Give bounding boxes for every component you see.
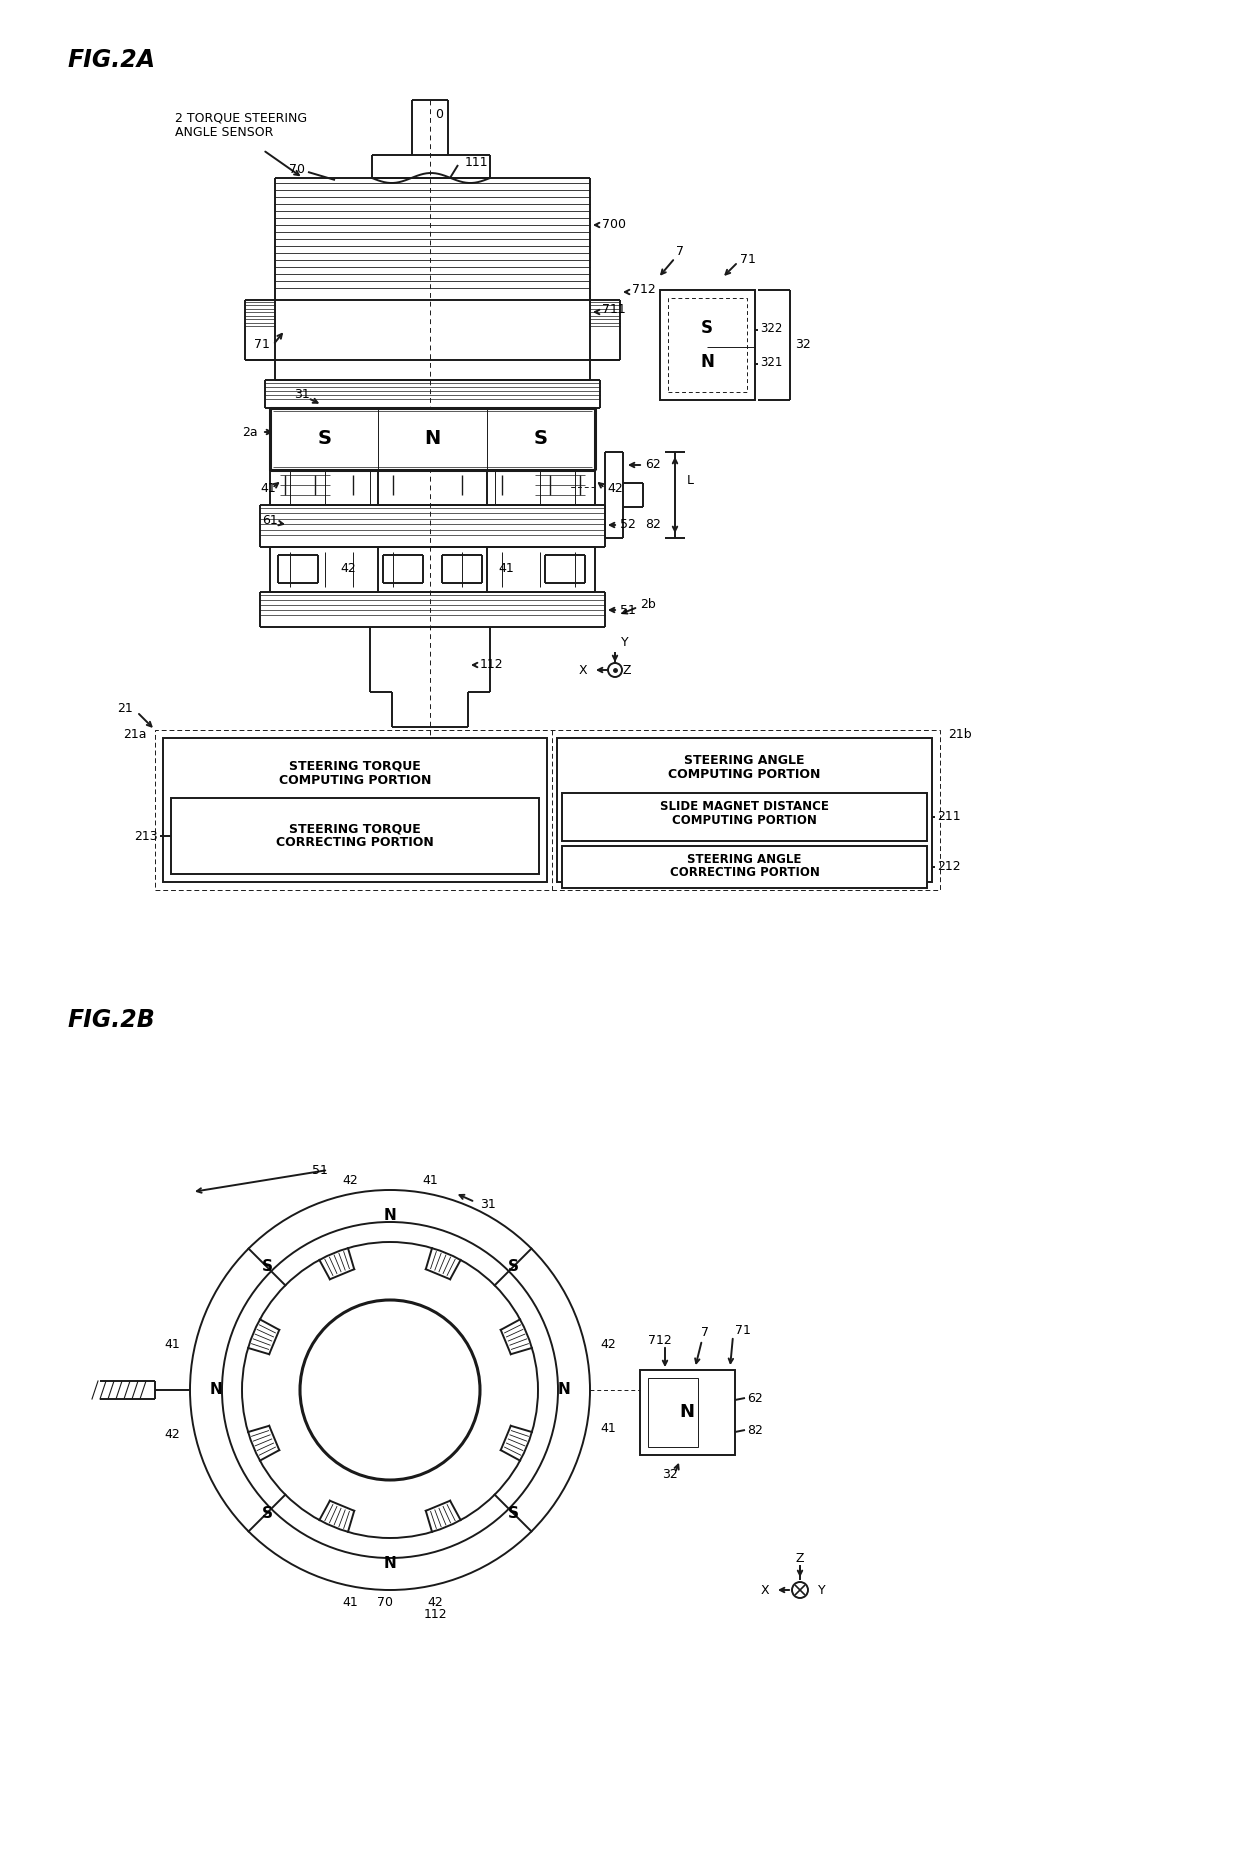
Text: 0: 0 [435, 108, 443, 121]
Bar [668, 298, 746, 392]
Bar [640, 1371, 735, 1455]
Text: CORRECTING PORTION: CORRECTING PORTION [670, 867, 820, 880]
Text: 82: 82 [645, 519, 661, 532]
Text: 213: 213 [134, 830, 157, 843]
Text: 41: 41 [600, 1421, 616, 1434]
Bar [171, 798, 539, 874]
Text: S: S [262, 1505, 273, 1520]
Text: CORRECTING PORTION: CORRECTING PORTION [277, 837, 434, 850]
Bar [562, 792, 928, 841]
Text: 31: 31 [480, 1198, 496, 1211]
Text: 62: 62 [746, 1391, 763, 1404]
Text: 322: 322 [760, 322, 782, 335]
Text: N: N [383, 1557, 397, 1572]
Text: 41: 41 [342, 1596, 358, 1609]
Text: N: N [383, 1209, 397, 1224]
Text: 7: 7 [676, 246, 684, 259]
Text: Y: Y [818, 1583, 826, 1596]
Text: S: S [507, 1259, 518, 1274]
Text: 51: 51 [312, 1164, 327, 1177]
Text: 41: 41 [164, 1339, 180, 1352]
Text: 42: 42 [427, 1596, 443, 1609]
Text: 41: 41 [260, 482, 275, 495]
Text: S: S [317, 430, 331, 448]
Text: 42: 42 [164, 1428, 180, 1442]
Text: 211: 211 [937, 811, 961, 824]
Text: 82: 82 [746, 1423, 763, 1436]
Text: 70: 70 [377, 1596, 393, 1609]
Text: S: S [534, 430, 548, 448]
Circle shape [300, 1300, 480, 1481]
Text: FIG.2A: FIG.2A [68, 48, 156, 73]
Text: S: S [507, 1505, 518, 1520]
Text: COMPUTING PORTION: COMPUTING PORTION [279, 774, 432, 787]
Text: ANGLE SENSOR: ANGLE SENSOR [175, 126, 273, 140]
Text: N: N [680, 1402, 694, 1421]
Bar [270, 407, 595, 471]
Circle shape [608, 662, 622, 677]
Text: 42: 42 [342, 1174, 358, 1187]
Text: 71: 71 [254, 339, 270, 352]
Text: 112: 112 [480, 658, 503, 671]
Text: 71: 71 [740, 253, 756, 266]
Circle shape [792, 1583, 808, 1598]
Text: 7: 7 [701, 1326, 709, 1339]
Text: STEERING TORQUE: STEERING TORQUE [289, 759, 420, 772]
Text: 32: 32 [662, 1469, 678, 1482]
Text: 32: 32 [795, 339, 811, 352]
Bar [649, 1378, 698, 1447]
Text: Z: Z [622, 664, 631, 677]
Text: 21: 21 [117, 701, 133, 714]
Text: 52: 52 [620, 519, 636, 532]
Text: 112: 112 [423, 1609, 446, 1622]
Text: 71: 71 [735, 1324, 751, 1337]
Text: 2b: 2b [640, 599, 656, 612]
Text: 2 TORQUE STEERING: 2 TORQUE STEERING [175, 112, 308, 125]
Text: STEERING TORQUE: STEERING TORQUE [289, 822, 420, 835]
Text: COMPUTING PORTION: COMPUTING PORTION [668, 768, 821, 781]
Text: 70: 70 [289, 164, 305, 177]
Text: 41: 41 [498, 562, 515, 575]
Text: 2a: 2a [242, 426, 258, 439]
Text: 42: 42 [608, 482, 622, 495]
Text: FIG.2B: FIG.2B [68, 1008, 156, 1032]
Bar [660, 290, 755, 400]
Text: N: N [424, 430, 440, 448]
Text: Y: Y [621, 636, 629, 649]
Text: 321: 321 [760, 355, 782, 368]
Text: 712: 712 [632, 283, 656, 296]
Text: X: X [760, 1583, 769, 1596]
Text: N: N [210, 1382, 222, 1397]
Text: N: N [701, 353, 714, 370]
Text: S: S [262, 1259, 273, 1274]
Bar [162, 738, 547, 882]
Text: Z: Z [796, 1551, 805, 1564]
Text: 42: 42 [341, 562, 356, 575]
Text: 61: 61 [262, 513, 278, 526]
Text: 62: 62 [645, 459, 661, 471]
Text: 41: 41 [422, 1174, 438, 1187]
Bar [562, 846, 928, 887]
Text: L: L [687, 474, 694, 487]
Text: COMPUTING PORTION: COMPUTING PORTION [672, 813, 817, 826]
Bar [155, 729, 940, 889]
Text: 111: 111 [465, 156, 489, 169]
Text: 31: 31 [294, 389, 310, 402]
Text: 212: 212 [937, 861, 961, 874]
Text: 42: 42 [600, 1339, 616, 1352]
Text: 21b: 21b [949, 729, 972, 742]
Text: STEERING ANGLE: STEERING ANGLE [687, 854, 802, 867]
Text: X: X [579, 664, 588, 677]
Bar [557, 738, 932, 882]
Text: 700: 700 [601, 218, 626, 231]
Text: 711: 711 [601, 303, 626, 316]
Text: 712: 712 [649, 1334, 672, 1347]
Text: N: N [558, 1382, 570, 1397]
Text: S: S [701, 320, 713, 337]
Text: STEERING ANGLE: STEERING ANGLE [684, 753, 805, 766]
Circle shape [190, 1190, 590, 1590]
Text: 51: 51 [620, 603, 636, 616]
Text: 21a: 21a [124, 729, 148, 742]
Text: SLIDE MAGNET DISTANCE: SLIDE MAGNET DISTANCE [660, 800, 828, 813]
